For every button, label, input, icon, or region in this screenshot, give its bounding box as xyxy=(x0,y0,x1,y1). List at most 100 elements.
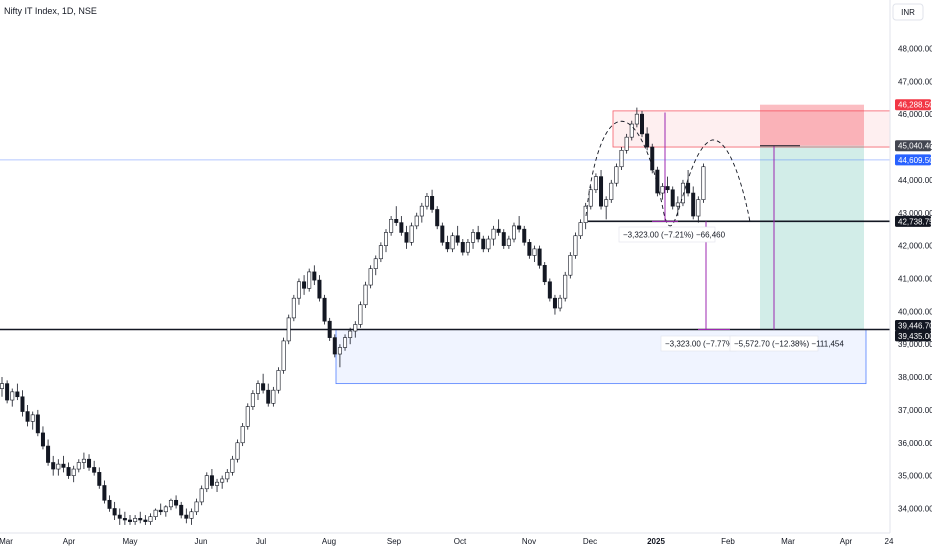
candle xyxy=(389,216,394,236)
candle xyxy=(670,186,675,210)
candle xyxy=(542,262,547,286)
candle xyxy=(337,344,342,368)
candle xyxy=(450,232,455,253)
time-tick-label: Dec xyxy=(583,537,597,546)
svg-text:−3,323.00 (−7.77%) −6: −3,323.00 (−7.77%) −6 xyxy=(665,340,748,349)
candle xyxy=(307,268,312,292)
candle xyxy=(465,239,470,256)
price-tick-label: 44,000.00 xyxy=(898,176,932,185)
chart-title: Nifty IT Index, 1D, NSE xyxy=(4,6,97,16)
candle xyxy=(332,334,337,358)
candle xyxy=(573,232,578,259)
time-axis[interactable]: Mar Apr May Jun Jul Aug Sep Oct Nov Dec 2025 Feb Mar… xyxy=(0,537,894,546)
candle xyxy=(363,281,368,309)
candle xyxy=(419,202,424,223)
candle xyxy=(680,179,685,207)
candle xyxy=(250,390,255,410)
zones-layer xyxy=(335,104,891,385)
candle xyxy=(701,163,706,203)
candle xyxy=(588,186,593,210)
candle xyxy=(399,216,404,236)
candle xyxy=(343,334,348,351)
candle xyxy=(286,314,291,345)
candle xyxy=(128,515,133,525)
candle xyxy=(15,383,20,401)
candle xyxy=(184,508,189,524)
candle xyxy=(174,495,179,509)
candle xyxy=(691,186,696,220)
measure-label-3: −5,572.70 (−12.38%) −111,454 xyxy=(729,335,844,352)
candle xyxy=(619,147,624,171)
candle xyxy=(373,255,378,276)
candle xyxy=(240,423,245,447)
price-tick-label: 34,000.00 xyxy=(898,504,932,513)
measure-label-1: −3,323.00 (−7.21%) −66,460 xyxy=(618,226,726,243)
currency-button[interactable]: INR xyxy=(892,3,924,21)
candle xyxy=(409,222,414,246)
candle xyxy=(394,206,399,226)
candle xyxy=(87,454,92,471)
price-tick-label: 46,000.00 xyxy=(898,110,932,119)
candle xyxy=(189,508,194,525)
time-tick-label: May xyxy=(122,537,137,546)
candle xyxy=(163,505,168,517)
price-tag: 39,446.70 xyxy=(895,320,932,332)
price-tag: 46,288.50 xyxy=(895,99,932,111)
price-tick-label: 41,000.00 xyxy=(898,274,932,283)
candle xyxy=(327,317,332,341)
candle xyxy=(261,373,266,394)
candle xyxy=(522,225,527,246)
drawings-layer: −3,323.00 (−7.21%) −66,460 −3,323.00 (−7.… xyxy=(585,112,844,352)
resistance-zone[interactable] xyxy=(612,110,891,148)
time-tick-label: Aug xyxy=(322,537,336,546)
candle xyxy=(245,403,250,430)
candle xyxy=(322,294,327,325)
candle xyxy=(660,183,665,200)
candle xyxy=(317,275,322,302)
price-axis[interactable]: 34,000.00 35,000.00 36,000.00 37,000.00 38,0… xyxy=(898,44,932,513)
candle xyxy=(40,426,45,450)
candle xyxy=(496,219,501,236)
candle xyxy=(532,245,537,263)
candle xyxy=(71,465,76,483)
candle xyxy=(650,143,655,174)
candle xyxy=(593,173,598,194)
horizontal-lines-layer xyxy=(0,159,890,331)
candle xyxy=(624,133,629,154)
candle xyxy=(491,225,496,246)
candle xyxy=(20,390,25,417)
candle xyxy=(552,294,557,315)
candle xyxy=(639,110,644,138)
candle xyxy=(430,189,435,213)
candle xyxy=(634,107,639,128)
candle xyxy=(655,166,660,197)
candle xyxy=(271,386,276,407)
candle xyxy=(481,235,486,253)
candle xyxy=(209,469,214,489)
candle xyxy=(599,170,604,210)
time-tick-label: Sep xyxy=(387,537,402,546)
position-stop[interactable] xyxy=(760,104,864,146)
candle xyxy=(276,367,281,394)
candle xyxy=(506,235,511,249)
candle xyxy=(225,469,230,483)
candle xyxy=(46,439,51,466)
candle xyxy=(537,245,542,269)
candle xyxy=(614,163,619,187)
price-tick-label: 38,000.00 xyxy=(898,373,932,382)
candle xyxy=(148,513,153,525)
candle xyxy=(348,327,353,345)
candle xyxy=(511,222,516,243)
candle xyxy=(696,196,701,223)
price-tick-label: 35,000.00 xyxy=(898,472,932,481)
position-target[interactable] xyxy=(760,145,864,330)
candle xyxy=(476,225,481,243)
svg-text:39,446.70: 39,446.70 xyxy=(898,322,932,331)
svg-text:45,040.40: 45,040.40 xyxy=(898,142,932,151)
candle xyxy=(230,455,235,476)
time-tick-label: 24 xyxy=(885,537,894,546)
candle xyxy=(302,275,307,295)
price-tag: 45,040.40 xyxy=(895,140,932,152)
